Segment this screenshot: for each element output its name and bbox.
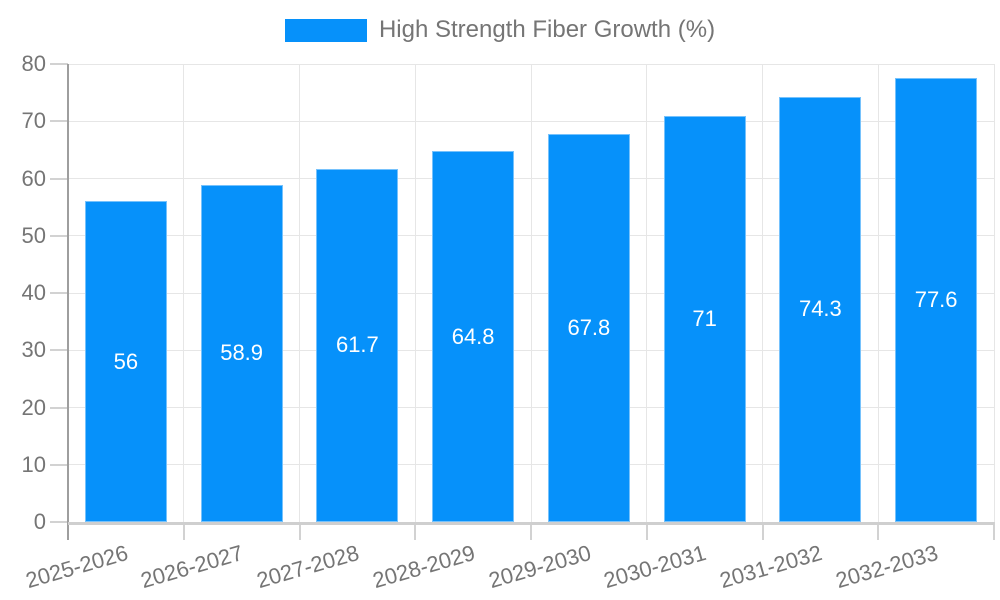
gridline-vertical: [877, 64, 879, 522]
y-axis-tick-label: 60: [21, 165, 46, 191]
bar-value-label: 77.6: [914, 286, 958, 312]
gridline-vertical: [993, 64, 995, 522]
y-axis-tick-label: 10: [21, 451, 46, 477]
x-axis-category-label: 2027-2028: [253, 540, 362, 594]
bar[interactable]: [547, 133, 630, 522]
gridline-vertical: [414, 64, 416, 522]
gridline-vertical: [183, 64, 185, 522]
bar[interactable]: [432, 151, 515, 522]
y-axis-tick: [50, 234, 68, 237]
y-axis-tick: [50, 120, 68, 123]
x-axis-category-label: 2028-2029: [369, 540, 478, 594]
x-axis-tick: [761, 522, 764, 540]
legend[interactable]: High Strength Fiber Growth (%): [0, 16, 1000, 44]
x-axis-line: [68, 522, 994, 525]
bar-value-label: 61.7: [335, 332, 379, 358]
bar-value-label: 56: [113, 348, 139, 374]
bar-value-label: 64.8: [451, 323, 495, 349]
y-axis-tick-label: 30: [21, 337, 46, 363]
y-axis-tick-label: 50: [21, 222, 46, 248]
x-axis-tick: [993, 522, 995, 540]
x-axis-tick: [298, 522, 301, 540]
x-axis-category-label: 2031-2032: [716, 540, 825, 594]
gridline-vertical: [646, 64, 648, 522]
y-axis-tick: [50, 349, 68, 352]
y-axis-tick-label: 80: [21, 51, 46, 76]
bar[interactable]: [84, 201, 167, 522]
bar[interactable]: [895, 77, 978, 522]
y-axis-tick: [50, 177, 68, 180]
gridline-vertical: [299, 64, 300, 522]
y-axis-line: [67, 64, 69, 522]
bar-value-label: 58.9: [220, 340, 264, 366]
legend-label: High Strength Fiber Growth (%): [378, 16, 716, 43]
bar[interactable]: [779, 96, 862, 522]
legend-swatch[interactable]: [284, 18, 367, 42]
y-axis-tick-label: 0: [33, 509, 46, 534]
x-axis-tick: [530, 522, 532, 540]
y-axis-tick: [50, 463, 68, 466]
bar-value-label: 67.8: [567, 314, 611, 340]
x-axis-category-label: 2025-2026: [22, 540, 131, 594]
bar-value-label: 74.3: [798, 296, 842, 322]
y-axis-tick-label: 70: [21, 108, 46, 134]
gridline-vertical: [762, 64, 763, 522]
y-axis-tick: [50, 63, 68, 65]
y-axis-tick: [50, 292, 68, 294]
bar[interactable]: [200, 184, 283, 522]
y-axis-tick-label: 40: [21, 280, 46, 305]
bar[interactable]: [663, 115, 746, 522]
x-axis-tick: [182, 522, 185, 540]
x-axis-tick: [414, 522, 417, 540]
y-axis-tick-label: 20: [21, 394, 46, 420]
x-axis-tick: [877, 522, 880, 540]
x-axis-category-label: 2032-2033: [832, 540, 941, 594]
y-axis-tick: [50, 406, 68, 409]
x-axis-category-label: 2030-2031: [601, 540, 710, 594]
x-axis-tick: [67, 522, 69, 540]
bar-value-label: 71: [692, 305, 717, 331]
x-axis-tick: [645, 522, 648, 540]
x-axis-category-label: 2029-2030: [485, 540, 594, 594]
y-axis-tick: [50, 521, 68, 523]
gridline-vertical: [530, 64, 532, 522]
x-axis-category-label: 2026-2027: [138, 540, 247, 594]
bar[interactable]: [316, 168, 399, 522]
